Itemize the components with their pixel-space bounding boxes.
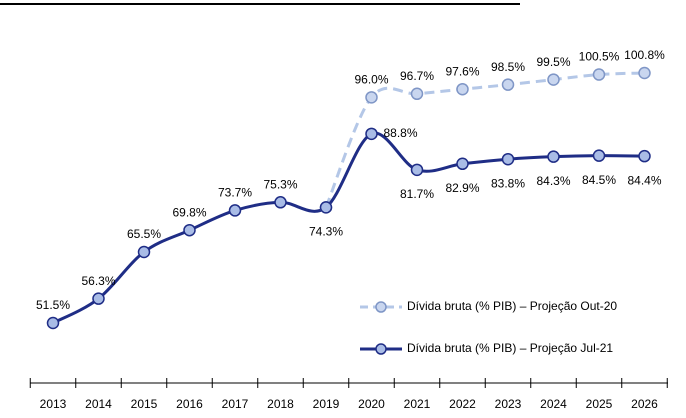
legend-marker <box>375 343 387 355</box>
point <box>410 87 424 101</box>
point <box>547 73 560 86</box>
data-label: 84.5% <box>582 173 616 187</box>
x-tick-label: 2020 <box>358 397 385 411</box>
data-label: 84.3% <box>536 174 570 188</box>
x-tick-label: 2016 <box>176 397 203 411</box>
data-label: 99.5% <box>536 55 570 69</box>
data-label: 100.8% <box>624 48 665 62</box>
x-tick-label: 2026 <box>631 397 658 411</box>
data-label: 96.0% <box>354 73 388 87</box>
data-label: 65.5% <box>127 227 161 241</box>
data-label: 96.7% <box>400 69 434 83</box>
data-label: 73.7% <box>218 186 252 200</box>
legend-label: Dívida bruta (% PIB) – Projeção Jul-21 <box>407 341 613 355</box>
data-label: 100.5% <box>579 50 620 64</box>
data-label: 98.5% <box>491 60 525 74</box>
point <box>501 78 515 91</box>
x-tick-label: 2024 <box>540 397 567 411</box>
point <box>592 68 606 81</box>
point <box>319 201 333 214</box>
x-tick-label: 2023 <box>495 397 522 411</box>
point <box>410 163 424 177</box>
point <box>456 157 469 171</box>
x-tick-label: 2022 <box>449 397 476 411</box>
x-tick-label: 2017 <box>222 397 249 411</box>
data-label: 84.4% <box>627 173 661 187</box>
point <box>92 292 105 305</box>
x-tick-label: 2018 <box>267 397 294 411</box>
data-label: 75.3% <box>263 177 297 191</box>
data-label: 56.3% <box>81 274 115 288</box>
point <box>365 127 378 141</box>
legend-label: Dívida bruta (% PIB) – Projeção Out-20 <box>407 299 617 313</box>
x-tick-label: 2021 <box>404 397 431 411</box>
point <box>456 82 469 96</box>
point <box>638 66 651 80</box>
point <box>501 152 515 166</box>
point <box>547 150 560 163</box>
point <box>274 196 287 209</box>
point <box>228 204 242 217</box>
point <box>592 149 606 162</box>
x-tick-label: 2013 <box>40 397 67 411</box>
data-label: 97.6% <box>445 64 479 78</box>
point <box>46 316 60 330</box>
data-label: 83.8% <box>491 176 525 190</box>
point <box>365 91 378 104</box>
data-label: 51.5% <box>36 298 70 312</box>
x-tick-label: 2025 <box>586 397 613 411</box>
point <box>183 223 196 237</box>
x-tick-label: 2014 <box>85 397 112 411</box>
data-label: 69.8% <box>172 205 206 219</box>
data-label: 88.8% <box>384 126 418 140</box>
data-label: 74.3% <box>309 225 343 239</box>
legend-marker <box>375 301 387 313</box>
point <box>638 149 651 163</box>
data-label: 81.7% <box>400 187 434 201</box>
data-label: 82.9% <box>445 181 479 195</box>
x-tick-label: 2015 <box>131 397 158 411</box>
x-tick-label: 2019 <box>313 397 340 411</box>
point <box>137 245 151 259</box>
